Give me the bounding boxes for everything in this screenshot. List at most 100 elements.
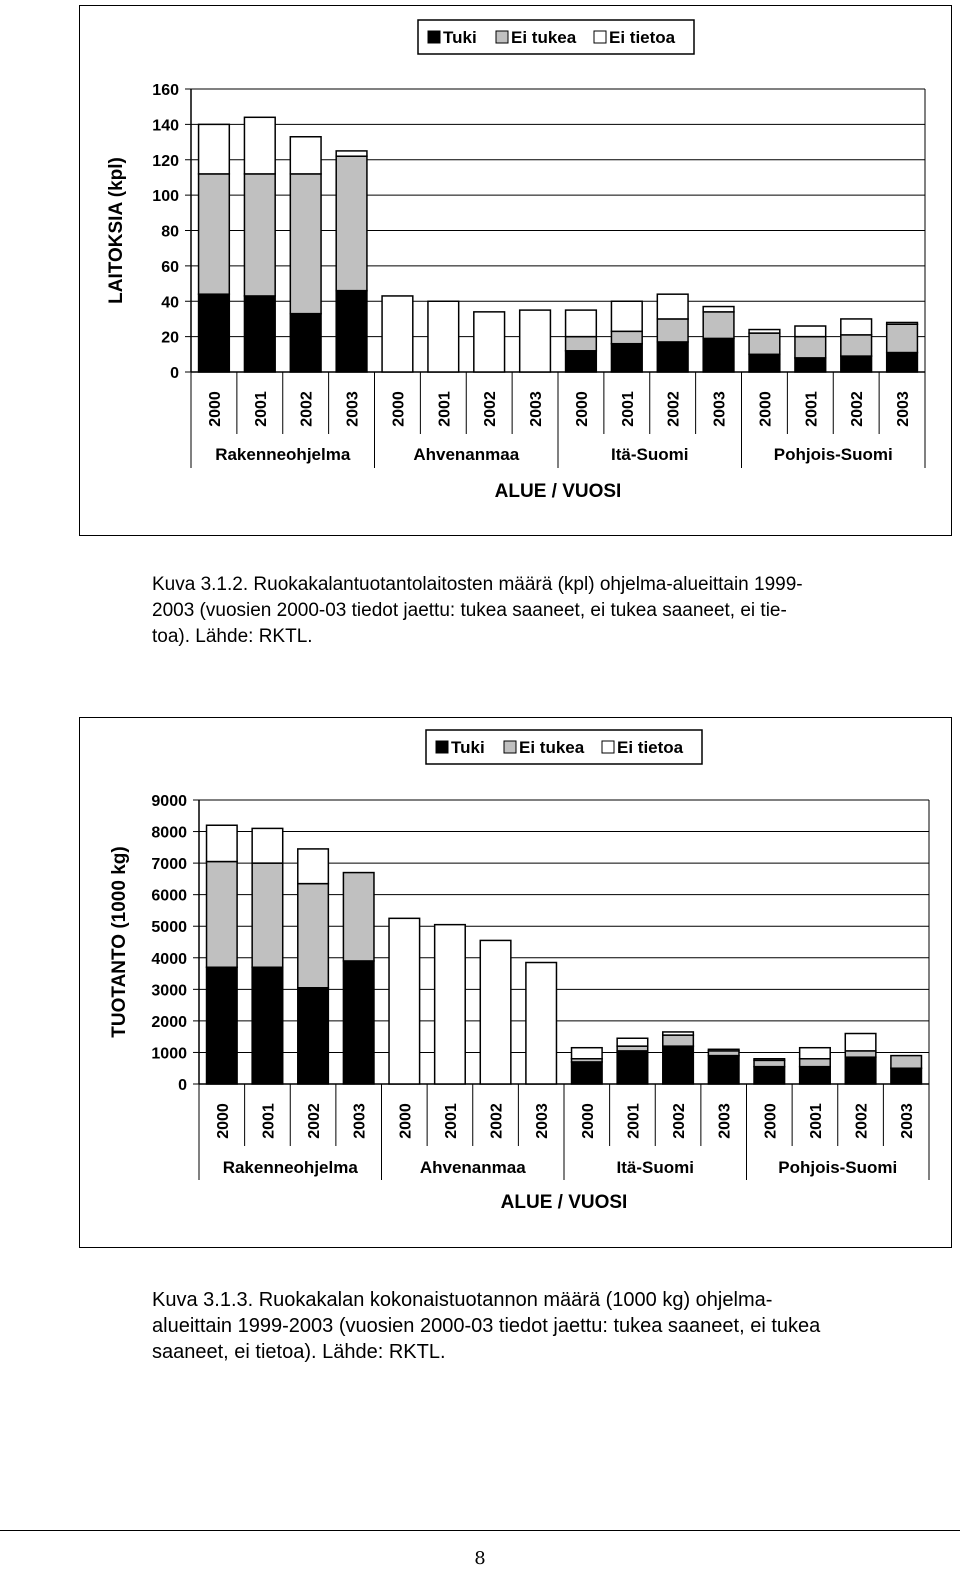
y-tick-label: 60 <box>161 259 179 276</box>
bar-segment-tuki <box>342 960 375 1085</box>
legend-label: Tuki <box>443 28 477 47</box>
y-tick-label: 7000 <box>151 856 187 873</box>
bar-segment-ei-tukea <box>844 1050 877 1058</box>
bar-segment-tuki <box>289 312 322 373</box>
y-tick-label: 6000 <box>151 888 187 905</box>
x-tick-label: 2000 <box>574 391 591 427</box>
group-label: Itä-Suomi <box>617 1158 694 1177</box>
bar-segment-ei-tietoa <box>473 311 506 373</box>
y-tick-label: 40 <box>161 294 179 311</box>
bar-segment-tuki <box>844 1056 877 1085</box>
x-tick-label: 2002 <box>489 1103 506 1139</box>
chart-tuotanto-svg: Tuki Ei tukea Ei tietoa 0 1000 2000 3000 4000 50… <box>109 729 930 1213</box>
bar-segment-ei-tietoa <box>748 328 781 334</box>
bar-segment-ei-tietoa <box>427 300 460 373</box>
legend-label: Ei tietoa <box>617 738 684 757</box>
bar-segment-ei-tietoa <box>479 939 512 1085</box>
y-tick-label: 140 <box>152 117 179 134</box>
bar-segment-tuki <box>564 350 598 373</box>
legend-box <box>425 729 703 765</box>
x-tick-label: 2003 <box>345 391 362 427</box>
legend-label: Ei tukea <box>519 738 585 757</box>
bar-segment-tuki <box>243 295 276 373</box>
x-axis-title: ALUE / VUOSI <box>501 1192 628 1213</box>
bar-segment-ei-tietoa <box>840 318 873 336</box>
x-tick-label: 2002 <box>854 1103 871 1139</box>
caption2-line: Kuva 3.1.3. Ruokakalan kokonaistuotannon… <box>152 1289 773 1311</box>
x-tick-label: 2002 <box>306 1103 323 1139</box>
bar-segment-ei-tietoa <box>381 295 414 373</box>
bar-segment-tuki <box>748 353 781 373</box>
bar-segment-ei-tietoa <box>610 300 643 333</box>
x-tick-label: 2000 <box>762 1103 779 1139</box>
bar-segment-ei-tukea <box>205 860 238 968</box>
bar-segment-ei-tietoa <box>707 1048 740 1052</box>
bar-segment-ei-tukea <box>335 155 368 292</box>
x-tick-label: 2002 <box>849 391 866 427</box>
group-label: Rakenneohjelma <box>223 1158 359 1177</box>
y-tick-label: 4000 <box>151 951 187 968</box>
x-tick-label: 2003 <box>895 391 912 427</box>
legend-swatch-1 <box>495 30 509 44</box>
legend-swatch-1 <box>503 740 517 754</box>
bar-segment-ei-tukea <box>297 882 330 989</box>
legend-swatch-2 <box>593 30 607 44</box>
caption1-line: Kuva 3.1.2. Ruokakalantuotantolaitosten … <box>152 574 803 595</box>
x-tick-label: 2002 <box>666 391 683 427</box>
legend-label: Tuki <box>451 738 485 757</box>
caption1-line: toa). Lähde: RKTL. <box>152 626 313 647</box>
x-tick-label: 2001 <box>260 1103 277 1139</box>
bar-segment-ei-tietoa <box>335 150 368 157</box>
bar-segment-tuki <box>656 341 689 373</box>
group-label: Ahvenanmaa <box>420 1158 526 1177</box>
bar-segment-tuki <box>616 1050 649 1085</box>
bar-segment-ei-tietoa <box>197 123 231 175</box>
x-tick-label: 2001 <box>253 391 270 427</box>
bar-segment-ei-tietoa <box>702 305 735 313</box>
chart-tuotanto: Tuki Ei tukea Ei tietoa 0 1000 2000 3000 4000 50… <box>79 717 952 1248</box>
bar-segment-ei-tietoa <box>243 116 276 175</box>
x-tick-label: 2001 <box>803 391 820 427</box>
x-tick-label: 2003 <box>528 391 545 427</box>
legend-box <box>417 19 695 55</box>
bar-segment-ei-tietoa <box>205 824 238 863</box>
x-tick-label: 2002 <box>299 391 316 427</box>
group-label: Rakenneohjelma <box>215 445 351 464</box>
bar-segment-ei-tukea <box>794 335 827 359</box>
x-tick-label: 2000 <box>207 391 224 427</box>
y-tick-label: 0 <box>178 1077 187 1094</box>
bar-segment-tuki <box>251 966 284 1085</box>
x-tick-label: 2002 <box>671 1103 688 1139</box>
x-tick-label: 2003 <box>352 1103 369 1139</box>
y-tick-label: 9000 <box>151 793 187 810</box>
bar-segment-ei-tietoa <box>616 1037 649 1047</box>
y-tick-label: 80 <box>161 224 179 241</box>
group-label: Ahvenanmaa <box>413 445 519 464</box>
legend-swatch-0 <box>427 30 441 44</box>
bar-segment-ei-tietoa <box>656 293 689 320</box>
bar-segment-ei-tukea <box>243 173 276 297</box>
bar-segment-ei-tietoa <box>794 325 827 338</box>
x-tick-label: 2003 <box>712 391 729 427</box>
x-tick-label: 2001 <box>436 391 453 427</box>
bar-segment-tuki <box>794 357 827 373</box>
bar-segment-ei-tukea <box>289 173 322 315</box>
bar-segment-ei-tietoa <box>289 136 322 175</box>
bar-segment-ei-tietoa <box>388 917 421 1085</box>
bar-segment-tuki <box>702 337 735 373</box>
bar-segment-tuki <box>205 966 238 1085</box>
x-tick-label: 2000 <box>397 1103 414 1139</box>
y-tick-label: 2000 <box>151 1014 187 1031</box>
x-tick-label: 2001 <box>808 1103 825 1139</box>
y-tick-label: 100 <box>152 188 179 205</box>
bar-segment-ei-tietoa <box>885 321 919 325</box>
x-tick-label: 2000 <box>757 391 774 427</box>
bar-segment-tuki <box>662 1045 695 1085</box>
y-tick-label: 20 <box>161 330 179 347</box>
y-tick-label: 5000 <box>151 919 187 936</box>
caption2-line: saaneet, ei tietoa). Lähde: RKTL. <box>152 1341 446 1363</box>
x-tick-label: 2001 <box>625 1103 642 1139</box>
bar-segment-ei-tukea <box>885 323 919 354</box>
bar-segment-ei-tietoa <box>525 961 558 1085</box>
group-label: Pohjois-Suomi <box>778 1158 897 1177</box>
